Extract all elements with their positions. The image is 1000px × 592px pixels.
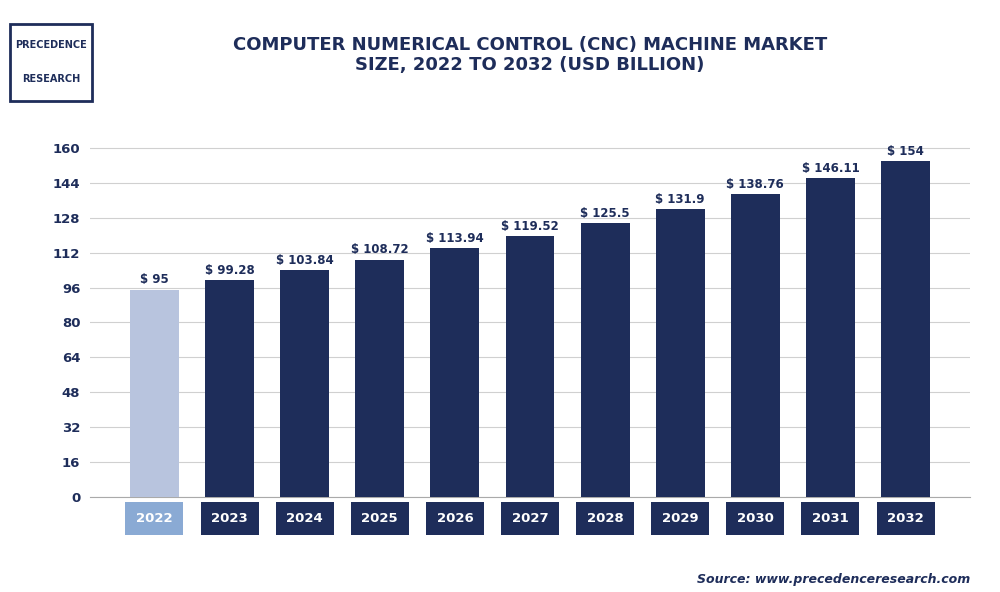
Text: COMPUTER NUMERICAL CONTROL (CNC) MACHINE MARKET
SIZE, 2022 TO 2032 (USD BILLION): COMPUTER NUMERICAL CONTROL (CNC) MACHINE… bbox=[233, 36, 827, 75]
Text: RESEARCH: RESEARCH bbox=[22, 74, 80, 84]
Text: $ 99.28: $ 99.28 bbox=[205, 264, 254, 277]
Bar bbox=[130, 289, 179, 497]
Bar bbox=[205, 281, 254, 497]
Text: 2026: 2026 bbox=[437, 512, 473, 525]
Text: 2025: 2025 bbox=[361, 512, 398, 525]
Text: 2032: 2032 bbox=[887, 512, 924, 525]
Text: $ 119.52: $ 119.52 bbox=[501, 220, 559, 233]
Text: $ 95: $ 95 bbox=[140, 274, 169, 287]
Text: 2022: 2022 bbox=[136, 512, 173, 525]
Text: 2030: 2030 bbox=[737, 512, 774, 525]
Text: $ 103.84: $ 103.84 bbox=[276, 254, 334, 267]
Text: $ 138.76: $ 138.76 bbox=[726, 178, 784, 191]
Text: 2031: 2031 bbox=[812, 512, 849, 525]
Text: $ 146.11: $ 146.11 bbox=[802, 162, 859, 175]
Text: $ 108.72: $ 108.72 bbox=[351, 243, 409, 256]
Bar bbox=[280, 271, 329, 497]
Bar bbox=[581, 223, 630, 497]
Bar bbox=[355, 260, 404, 497]
Text: $ 113.94: $ 113.94 bbox=[426, 232, 484, 245]
Text: $ 154: $ 154 bbox=[887, 144, 924, 157]
Text: 2023: 2023 bbox=[211, 512, 248, 525]
Bar bbox=[506, 236, 554, 497]
Text: 2028: 2028 bbox=[587, 512, 623, 525]
Bar bbox=[430, 249, 479, 497]
Bar bbox=[806, 178, 855, 497]
Text: PRECEDENCE: PRECEDENCE bbox=[15, 40, 87, 50]
Text: 2027: 2027 bbox=[512, 512, 548, 525]
Text: Source: www.precedenceresearch.com: Source: www.precedenceresearch.com bbox=[697, 573, 970, 586]
Text: 2024: 2024 bbox=[286, 512, 323, 525]
Text: $ 125.5: $ 125.5 bbox=[580, 207, 630, 220]
Bar bbox=[731, 194, 780, 497]
Text: 2029: 2029 bbox=[662, 512, 699, 525]
Bar bbox=[881, 161, 930, 497]
Text: $ 131.9: $ 131.9 bbox=[655, 193, 705, 206]
Bar bbox=[656, 209, 705, 497]
